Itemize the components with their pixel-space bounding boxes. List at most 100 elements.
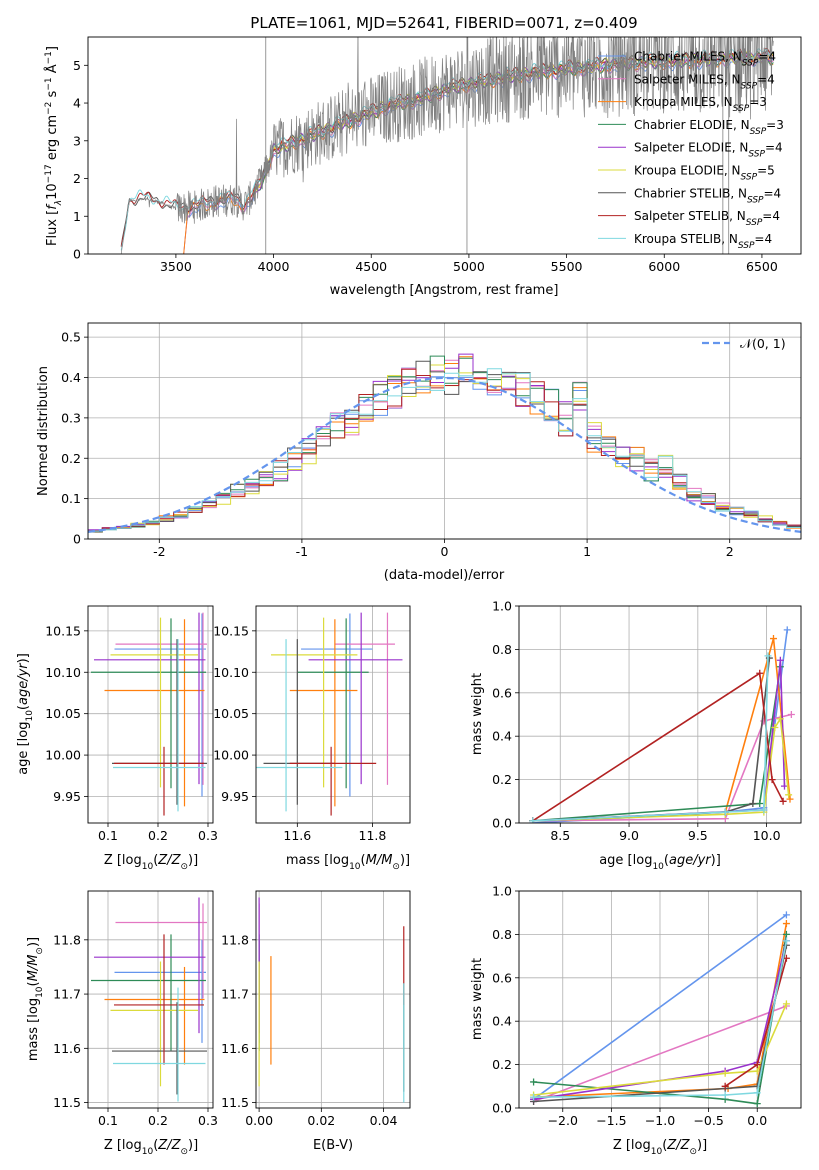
y-tick-label: 10.00	[45, 748, 81, 763]
legend-label: Salpeter STELIB, NSSP=4	[634, 209, 780, 228]
weight-line-salpeter_miles	[532, 713, 792, 822]
weight-marker	[780, 782, 788, 790]
x-tick-label: 4500	[355, 259, 387, 274]
y-tick-label: 11.7	[53, 987, 81, 1002]
errorbar-kroupa_stelib	[113, 987, 206, 1102]
mass_vs_z-plot-area	[91, 897, 207, 1102]
y-tick-label: 10.15	[45, 623, 81, 638]
errorbar-salpeter_elodie	[308, 612, 403, 785]
weight-marker	[721, 808, 729, 816]
y-tick-label: 0	[73, 247, 81, 262]
axes-frame	[87, 890, 214, 1109]
weight-marker	[782, 930, 790, 938]
spectrum-axes: 3500 4000 4500 5000 5500 6000 6500 0 1 2 3 4 5 Chabri…	[73, 36, 802, 274]
weight-marker	[771, 724, 779, 732]
weight-marker	[768, 776, 776, 784]
y-tick-label: 1.0	[492, 599, 512, 614]
errorbar-kroupa_miles	[104, 619, 205, 807]
y-tick-label: 11.5	[221, 1095, 249, 1110]
x-tick-label: −1.5	[596, 1113, 626, 1128]
x-tick-label: −1.0	[645, 1113, 675, 1128]
figure-title: PLATE=1061, MJD=52641, FIBERID=0071, z=0…	[250, 14, 637, 32]
x-tick-label: 0.00	[245, 1113, 273, 1128]
weight-marker	[756, 799, 764, 807]
residuals-ylabel: Normed distribution	[36, 366, 51, 496]
x-tick-label: 9.5	[688, 828, 708, 843]
age_vs_mass-plot-area	[256, 612, 403, 816]
x-tick-label: 0.02	[307, 1113, 335, 1128]
residuals-xlabel: (data-model)/error	[384, 568, 505, 583]
y-tick-label: 4	[73, 96, 81, 111]
errorbar-chabrier_elodie	[91, 618, 206, 789]
spectrum-ylabel: Flux [fλ10−17 erg cm−2 s−1 Å−1]	[44, 46, 64, 246]
axes-frame	[255, 605, 411, 824]
weight-marker	[753, 1061, 761, 1069]
weight-marker	[530, 1078, 538, 1086]
residuals-plot-area	[88, 353, 801, 539]
weight-line-kroupa_stelib	[532, 655, 769, 822]
x-tick-label: 0.3	[198, 828, 218, 843]
residuals-axes: -2 -1 0 1 2 0 0.1 0.2 0.3 0.4 0.5 𝒩(0, 1)	[61, 322, 802, 559]
weight-marker	[756, 669, 764, 677]
y-tick-label: 11.6	[221, 1041, 249, 1056]
weight-line-kroupa_elodie	[532, 716, 790, 822]
spectrum-xlabel: wavelength [Angstrom, rest frame]	[330, 283, 559, 298]
weight-marker	[749, 799, 757, 807]
legend-label: Salpeter MILES, NSSP=4	[634, 72, 775, 91]
observed-spectrum	[120, 37, 774, 254]
y-tick-label: 0.1	[61, 491, 81, 506]
weight-line-salpeter_elodie	[533, 940, 788, 1101]
y-tick-label: 0.8	[492, 642, 512, 657]
weight-marker	[786, 795, 794, 803]
weight-marker	[782, 937, 790, 945]
weight-marker	[753, 1100, 761, 1108]
y-tick-label: 5	[73, 58, 81, 73]
y-tick-label: 0.4	[61, 370, 81, 385]
weight-marker	[782, 954, 790, 962]
age_vs_mass-axes: 11.6 11.8 9.95 10.00 10.05 10.10 10.15	[213, 605, 411, 843]
y-tick-label: 10.15	[213, 623, 249, 638]
x-tick-label: −2.0	[548, 1113, 578, 1128]
age-ylabel: age [log10(age/yr)]	[16, 653, 35, 775]
weight-line-kroupa_stelib	[533, 940, 788, 1098]
mass_weight_vs_z-plot-area	[530, 911, 790, 1108]
errorbar-kroupa_stelib	[256, 639, 343, 812]
y-tick-label: 1	[73, 209, 81, 224]
errorbar-chabrier_stelib	[112, 1002, 207, 1095]
age_vs_z-axes: 0.1 0.2 0.3 9.95 10.00 10.05 10.10 10.15	[45, 605, 218, 843]
errorbar-kroupa_elodie	[271, 617, 358, 788]
spectrum-legend: Chabrier MILES, NSSP=4 Salpeter MILES, NS…	[598, 50, 784, 251]
y-tick-label: 0	[73, 532, 81, 547]
age_vs_z-plot-area	[91, 612, 207, 816]
y-tick-label: 0.3	[61, 410, 81, 425]
y-tick-label: 3	[73, 133, 81, 148]
normal-curve	[88, 376, 801, 533]
legend-label: Chabrier ELODIE, NSSP=3	[634, 118, 784, 137]
weight-marker	[764, 652, 772, 660]
weight-line-chabrier_elodie	[532, 666, 782, 822]
x-tick-label: 0.04	[370, 1113, 398, 1128]
y-tick-label: 9.95	[221, 789, 249, 804]
errorbar-kroupa_stelib	[113, 639, 206, 812]
x-tick-label: -1	[296, 544, 308, 559]
weight-marker	[782, 920, 790, 928]
errorbar-salpeter_stelib	[114, 746, 204, 816]
weight-marker	[785, 791, 793, 799]
ebv-xlabel: E(B-V)	[313, 1138, 353, 1153]
axes-frame	[87, 605, 214, 824]
errorbar-salpeter_miles	[115, 903, 207, 999]
errorbar-salpeter_elodie	[94, 612, 206, 785]
x-tick-label: 0.1	[98, 1113, 118, 1128]
y-tick-label: 0.0	[492, 816, 512, 831]
weight-marker	[779, 797, 787, 805]
y-tick-label: 0.8	[492, 927, 512, 942]
y-tick-label: 10.00	[213, 748, 249, 763]
age-z-xlabel: Z [log10(Z/Z⊙)]	[104, 853, 198, 872]
errorbar-kroupa_elodie	[110, 617, 198, 788]
mass-ylabel: mass [log10(M/M⊙)]	[26, 937, 45, 1061]
y-tick-label: 0.0	[492, 1101, 512, 1116]
x-tick-label: 0	[441, 544, 449, 559]
y-tick-label: 11.7	[221, 987, 249, 1002]
age-mass-xlabel: mass [log10(M/M⊙)]	[286, 853, 410, 872]
